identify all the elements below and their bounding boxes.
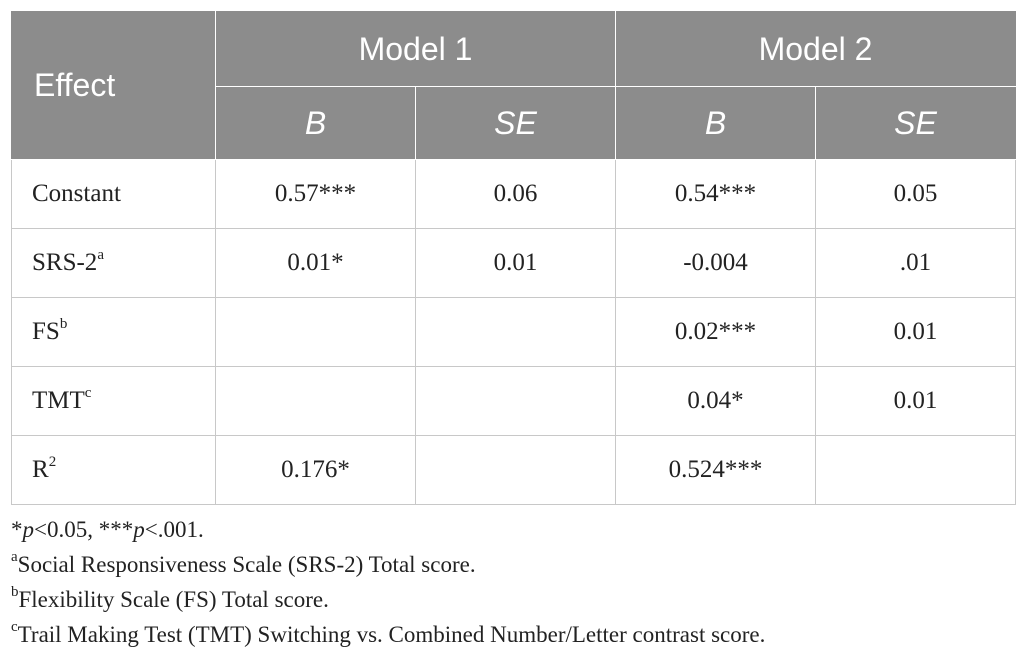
model-1-b-cell <box>215 297 416 367</box>
table-row-srs2: SRS-2a 0.01* 0.01 -0.004 .01 <box>11 228 1016 298</box>
row-label: Constant <box>11 159 216 229</box>
model-1-b-header: B <box>215 86 416 160</box>
model-2-b-cell: -0.004 <box>615 228 816 298</box>
model-1-se-cell <box>415 297 616 367</box>
model-2-header: Model 2 <box>615 11 1016 87</box>
footnote-marker: c <box>11 619 18 635</box>
table-row-constant: Constant 0.57*** 0.06 0.54*** 0.05 <box>11 159 1016 229</box>
note-p-symbol: p <box>133 517 145 542</box>
table-row-fs: FSb 0.02*** 0.01 <box>11 297 1016 367</box>
row-label-text: TMT <box>32 387 85 414</box>
model-2-se-cell: 0.01 <box>815 297 1016 367</box>
model-1-b-cell <box>215 366 416 436</box>
model-2-se-cell: 0.01 <box>815 366 1016 436</box>
model-2-se-header: SE <box>815 86 1016 160</box>
effect-header: Effect <box>11 11 216 160</box>
significance-note: *p<0.05, ***p<.001. <box>11 512 1015 547</box>
header-row-stats: B SE B SE <box>12 86 1016 160</box>
model-2-b-cell: 0.02*** <box>615 297 816 367</box>
row-label: R2 <box>11 435 216 505</box>
footnote-a: aSocial Responsiveness Scale (SRS-2) Tot… <box>11 547 1015 582</box>
row-label-text: FS <box>32 318 60 345</box>
model-1-se-cell: 0.01 <box>415 228 616 298</box>
footnote-marker: a <box>11 549 18 565</box>
note-star: * <box>11 517 23 542</box>
model-1-b-cell: 0.176* <box>215 435 416 505</box>
row-label-superscript: 2 <box>48 454 57 470</box>
model-1-se-cell <box>415 435 616 505</box>
row-label-superscript: a <box>97 247 104 263</box>
note-p-symbol: p <box>22 517 35 542</box>
footnote-text: Social Responsiveness Scale (SRS-2) Tota… <box>17 552 476 577</box>
note-threshold-text: <0.05, *** <box>34 517 134 542</box>
model-2-se-cell <box>815 435 1016 505</box>
footnote-marker: b <box>11 584 19 600</box>
table-header: Effect Model 1 Model 2 B SE B SE <box>11 11 1016 160</box>
model-1-se-cell <box>415 366 616 436</box>
table-body: Constant 0.57*** 0.06 0.54*** 0.05 SRS-2… <box>11 159 1016 505</box>
model-2-se-cell: 0.05 <box>815 159 1016 229</box>
footnote-text: Flexibility Scale (FS) Total score. <box>18 587 329 612</box>
model-1-b-cell: 0.01* <box>215 228 416 298</box>
model-1-b-cell: 0.57*** <box>215 159 416 229</box>
row-label-superscript: b <box>59 316 68 332</box>
header-row-models: Effect Model 1 Model 2 <box>11 11 1016 160</box>
model-2-b-header: B <box>615 86 816 160</box>
model-2-b-cell: 0.04* <box>615 366 816 436</box>
row-label: TMTc <box>11 366 216 436</box>
row-label-text: SRS-2 <box>32 249 98 276</box>
row-label-text: R <box>32 456 49 483</box>
model-1-header: Model 1 <box>215 11 616 87</box>
footnote-text: Trail Making Test (TMT) Switching vs. Co… <box>17 622 766 647</box>
footnote-c: cTrail Making Test (TMT) Switching vs. C… <box>11 617 1015 652</box>
row-label: SRS-2a <box>11 228 216 298</box>
row-label-text: Constant <box>32 180 121 207</box>
model-1-se-header: SE <box>415 86 616 160</box>
table-row-r-squared: R2 0.176* 0.524*** <box>11 435 1016 505</box>
row-label-superscript: c <box>84 385 92 401</box>
note-threshold-text: <.001. <box>144 517 204 542</box>
regression-table: Effect Model 1 Model 2 B SE B SE Constan… <box>11 11 1016 505</box>
model-2-se-cell: .01 <box>815 228 1016 298</box>
model-2-b-cell: 0.524*** <box>615 435 816 505</box>
model-2-b-cell: 0.54*** <box>615 159 816 229</box>
table-footnotes: *p<0.05, ***p<.001. aSocial Responsivene… <box>11 512 1015 652</box>
footnote-b: bFlexibility Scale (FS) Total score. <box>11 582 1015 617</box>
row-label: FSb <box>11 297 216 367</box>
model-1-se-cell: 0.06 <box>415 159 616 229</box>
table-row-tmt: TMTc 0.04* 0.01 <box>11 366 1016 436</box>
